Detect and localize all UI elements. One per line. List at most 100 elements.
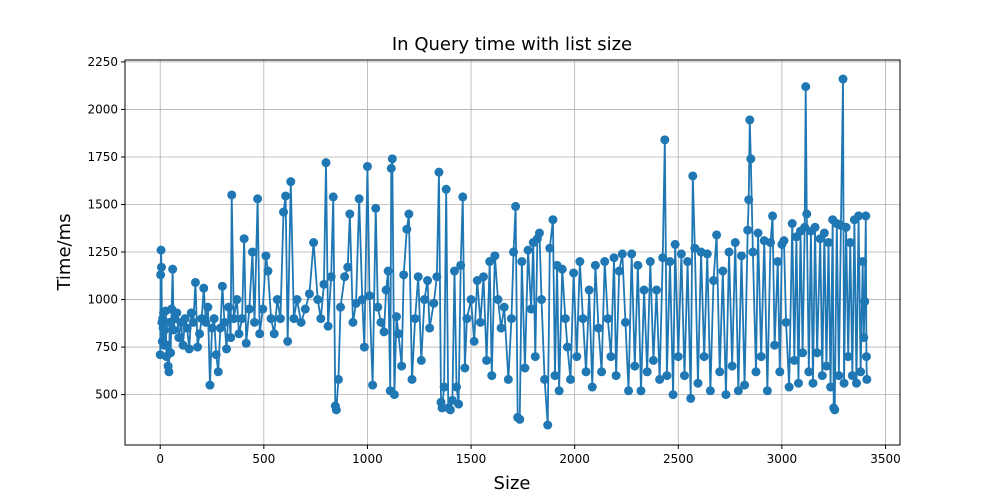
data-point [429, 298, 439, 308]
data-point [286, 177, 296, 187]
x-tick-label: 2500 [663, 452, 694, 466]
data-point [255, 329, 265, 339]
data-point [232, 295, 242, 305]
data-point [169, 325, 179, 335]
data-point [642, 367, 652, 377]
data-point [156, 245, 166, 255]
data-point [781, 317, 791, 327]
data-point [487, 371, 497, 381]
data-point [718, 266, 728, 276]
data-point [693, 378, 703, 388]
data-point [493, 295, 503, 305]
data-point [801, 82, 811, 92]
chart-title: In Query time with list size [392, 34, 632, 55]
data-point [416, 355, 426, 365]
x-tick-label: 1000 [352, 452, 383, 466]
x-axis: 0 500 1000 1500 2000 2500 3000 3500 [156, 445, 901, 466]
data-point [569, 268, 579, 278]
data-point [289, 314, 299, 324]
data-point [562, 342, 572, 352]
data-point [609, 253, 619, 263]
data-point [727, 361, 737, 371]
data-point [373, 302, 383, 312]
data-point [340, 272, 350, 282]
data-point [162, 340, 172, 350]
data-point [736, 251, 746, 261]
series-group [155, 74, 872, 430]
data-point [404, 209, 414, 219]
x-tick-label: 500 [252, 452, 275, 466]
data-point [578, 314, 588, 324]
data-point [824, 238, 834, 248]
data-point [733, 386, 743, 396]
data-point [751, 367, 761, 377]
data-point [241, 338, 251, 348]
data-point [209, 314, 219, 324]
data-point [226, 333, 236, 343]
data-point [838, 74, 848, 84]
data-point [744, 195, 754, 205]
x-tick-label: 0 [156, 452, 164, 466]
data-point [469, 336, 479, 346]
data-point [611, 371, 621, 381]
data-point [391, 312, 401, 322]
data-point [244, 304, 254, 314]
data-point [645, 257, 655, 267]
x-tick-label: 3000 [767, 452, 798, 466]
data-point [859, 333, 869, 343]
data-point [620, 317, 630, 327]
data-point [686, 393, 696, 403]
data-point [548, 215, 558, 225]
data-point [445, 405, 455, 415]
data-point [269, 329, 279, 339]
data-point [670, 239, 680, 249]
data-point [323, 321, 333, 331]
data-point [802, 209, 812, 219]
data-point [205, 380, 215, 390]
data-point [156, 270, 166, 280]
data-point [804, 367, 814, 377]
x-tick-label: 1500 [456, 452, 487, 466]
data-point [534, 228, 544, 238]
data-point [712, 230, 722, 240]
data-point [765, 238, 775, 248]
data-point [217, 281, 227, 291]
data-point [309, 238, 319, 248]
data-point [560, 314, 570, 324]
data-point [316, 314, 326, 324]
data-point [511, 201, 521, 211]
data-point [520, 363, 530, 373]
data-point [203, 302, 213, 312]
data-point [399, 270, 409, 280]
data-point [753, 228, 763, 238]
data-point [195, 329, 205, 339]
y-tick-label: 500 [95, 388, 118, 402]
data-point [261, 251, 271, 261]
y-tick-label: 2250 [87, 55, 118, 69]
data-point [184, 344, 194, 354]
data-point [394, 329, 404, 339]
data-point [441, 184, 451, 194]
data-point [368, 380, 378, 390]
data-point [237, 314, 247, 324]
data-point [180, 314, 190, 324]
data-point [550, 371, 560, 381]
data-point [227, 190, 237, 200]
data-point [606, 352, 616, 362]
data-point [789, 355, 799, 365]
data-point [413, 272, 423, 282]
data-point [603, 314, 613, 324]
data-point [456, 260, 466, 270]
data-point [862, 374, 872, 384]
data-point [639, 285, 649, 295]
data-point [193, 342, 203, 352]
data-point [296, 317, 306, 327]
data-point [826, 382, 836, 392]
data-point [201, 317, 211, 327]
data-point [787, 219, 797, 229]
data-point [343, 262, 353, 272]
data-point [410, 314, 420, 324]
data-point [376, 317, 386, 327]
data-point [222, 344, 232, 354]
